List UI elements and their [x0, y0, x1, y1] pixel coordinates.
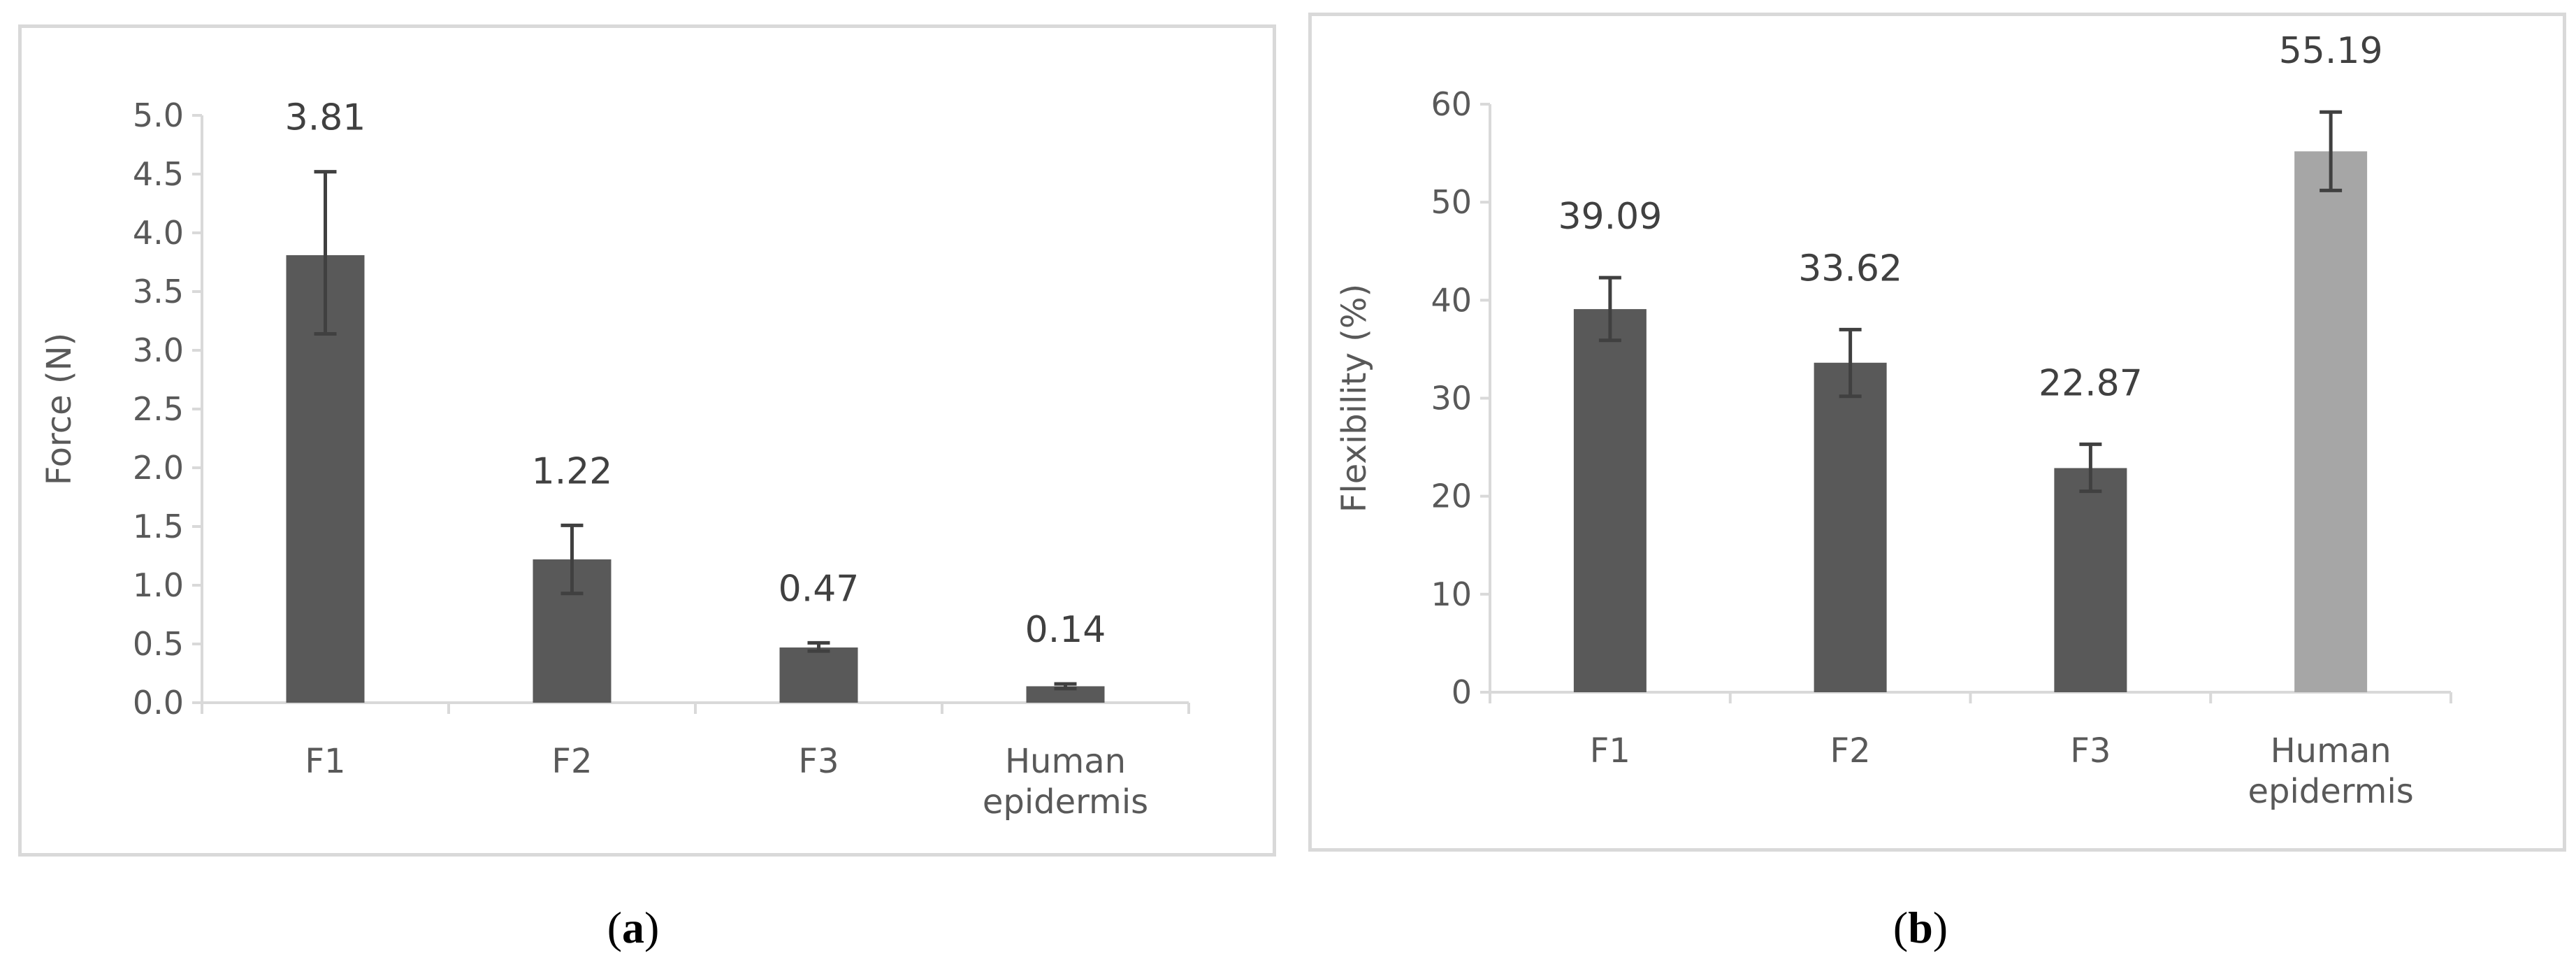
y-tick-label: 4.5	[133, 155, 184, 193]
y-tick-label: 3.5	[133, 273, 184, 310]
y-tick-label: 3.0	[133, 331, 184, 369]
x-tick-label: Human	[2271, 731, 2392, 771]
y-tick-label: 5.0	[133, 96, 184, 134]
y-tick-label: 0.0	[133, 684, 184, 722]
y-axis-title: Force (N)	[40, 333, 79, 485]
data-label: 0.14	[1025, 609, 1106, 651]
bar-f3	[779, 647, 858, 703]
bar-f1	[1573, 309, 1647, 692]
y-tick-label: 2.5	[133, 390, 184, 428]
x-tick-label: F1	[1590, 731, 1630, 771]
x-tick-label: Human	[1005, 742, 1126, 781]
x-tick-label: F2	[551, 742, 592, 781]
y-tick-label: 1.0	[133, 566, 184, 604]
y-tick-label: 1.5	[133, 508, 184, 545]
y-tick-label: 10	[1431, 575, 1472, 613]
y-tick-label: 20	[1431, 478, 1472, 515]
y-tick-label: 40	[1431, 281, 1472, 319]
x-tick-label: F1	[305, 742, 345, 781]
x-tick-label: F3	[798, 742, 839, 781]
data-label: 33.62	[1798, 248, 1902, 289]
y-tick-label: 0.5	[133, 625, 184, 663]
chart-panel-b: 0 10 20 30 40 50 60 Flexibility (%) 39.09 F1 33.62…	[1308, 13, 2566, 852]
panel-letter-a: a	[622, 903, 644, 952]
bar-f2	[1814, 362, 1887, 692]
panel-label-a: (a)	[607, 903, 660, 952]
y-tick-label: 0	[1452, 673, 1472, 711]
force-bar-chart: 0.0 0.5 1.0 1.5 2.0 2.5 3.0 3.5 4.0 4.5 5.0 Force (…	[40, 96, 1190, 822]
x-tick-label: F3	[2070, 731, 2111, 771]
y-axis-title: Flexibility (%)	[1335, 284, 1374, 513]
panel-label-b: (b)	[1893, 903, 1948, 952]
y-tick-label: 2.0	[133, 449, 184, 487]
y-tick-label: 50	[1431, 183, 1472, 221]
data-label: 0.47	[779, 568, 860, 610]
x-tick-label: epidermis	[2248, 772, 2413, 811]
y-tick-label: 30	[1431, 380, 1472, 417]
panel-letter-b: b	[1908, 903, 1933, 952]
data-label: 1.22	[532, 450, 613, 492]
bar-f3	[2054, 468, 2127, 692]
x-tick-label: epidermis	[983, 782, 1148, 822]
data-label: 3.81	[285, 97, 366, 139]
bar-human-epidermis	[1026, 686, 1105, 703]
flexibility-bar-chart: 0 10 20 30 40 50 60 Flexibility (%) 39.09 F1 33.62…	[1335, 30, 2452, 811]
bar-human-epidermis	[2294, 151, 2368, 692]
y-tick-label: 4.0	[133, 214, 184, 252]
y-tick-label: 60	[1431, 85, 1472, 123]
chart-panel-a: 0.0 0.5 1.0 1.5 2.0 2.5 3.0 3.5 4.0 4.5 5.0 Force (…	[18, 24, 1276, 857]
x-tick-label: F2	[1830, 731, 1871, 771]
data-label: 22.87	[2039, 362, 2143, 404]
data-label: 55.19	[2279, 30, 2383, 72]
data-label: 39.09	[1558, 196, 1662, 238]
